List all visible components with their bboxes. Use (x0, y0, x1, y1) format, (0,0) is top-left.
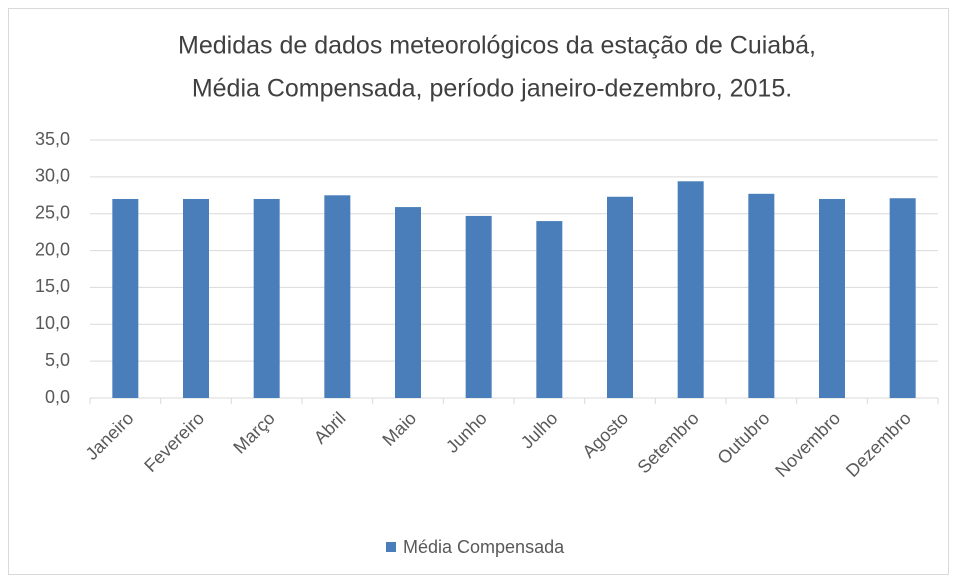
bar (536, 221, 563, 398)
y-tick-label: 30,0 (35, 166, 70, 186)
y-tick-label: 20,0 (35, 239, 70, 259)
y-tick-label: 0,0 (45, 387, 70, 407)
bar (677, 181, 704, 398)
bar (819, 198, 845, 398)
bar (748, 193, 775, 398)
y-tick-label: 25,0 (35, 202, 70, 222)
y-tick-label: 5,0 (45, 350, 70, 370)
chart-title: Medidas de dados meteorológicos da estaç… (178, 32, 816, 60)
bar (183, 198, 209, 398)
bar (465, 215, 492, 398)
bar (112, 198, 139, 398)
bar (607, 196, 633, 398)
bar (324, 195, 351, 398)
chart-title: Média Compensada, período janeiro-dezemb… (192, 75, 792, 103)
bar (889, 198, 916, 398)
bar (253, 198, 280, 398)
bar (395, 207, 421, 398)
legend-label: Média Compensada (403, 537, 565, 557)
y-tick-label: 35,0 (35, 129, 70, 149)
y-tick-label: 10,0 (35, 313, 70, 333)
legend-swatch (386, 542, 396, 552)
y-tick-label: 15,0 (35, 276, 70, 296)
